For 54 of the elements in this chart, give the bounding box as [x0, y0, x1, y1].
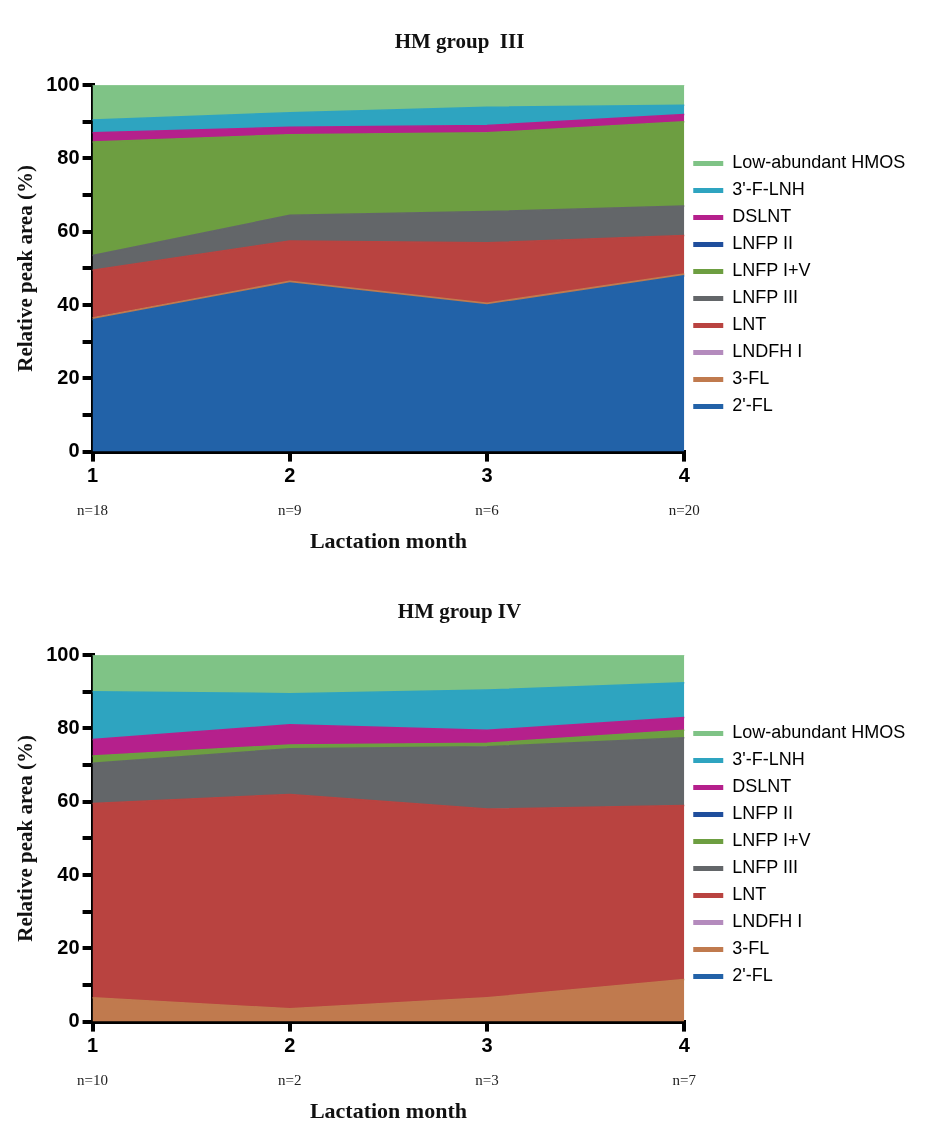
legend-label: 3-FL — [732, 938, 770, 959]
y-tick-label: 80 — [57, 146, 80, 168]
legend-label: DSLNT — [732, 776, 792, 797]
y-tick-label: 60 — [57, 789, 80, 812]
legend-label: 3'-F-LNH — [732, 179, 805, 200]
legend-label: 3'-F-LNH — [732, 749, 805, 770]
legend-label: LNT — [732, 314, 767, 335]
legend-label: LNFP II — [732, 233, 793, 254]
x-axis-title: Lactation month — [309, 528, 467, 554]
legend-label: 2'-FL — [732, 965, 773, 986]
x-tick-label: 1 — [87, 1034, 99, 1057]
legend-label: LNFP III — [732, 857, 798, 878]
x-tick-label: 3 — [481, 464, 493, 487]
y-tick-label: 40 — [57, 862, 80, 885]
y-tick-label: 20 — [57, 365, 80, 388]
y-tick-label: 80 — [57, 716, 80, 738]
legend-label: Low-abundant HMOS — [732, 722, 906, 743]
y-tick-label: 100 — [46, 72, 80, 95]
x-tick-label: 4 — [678, 1034, 691, 1057]
y-tick-label: 0 — [68, 1009, 80, 1032]
legend-label: LNFP III — [732, 287, 798, 308]
text: n=6 — [475, 502, 500, 519]
text: n=20 — [668, 502, 700, 519]
y-tick-label: 100 — [46, 642, 80, 665]
x-tick-label: 1 — [87, 464, 99, 487]
x-tick-label: 2 — [284, 464, 296, 487]
y-tick-label: 40 — [57, 292, 80, 315]
y-axis-title: Relative peak area (%) — [13, 165, 38, 372]
legend-label: LNDFH I — [732, 911, 803, 932]
y-axis-title: Relative peak area (%) — [13, 735, 38, 942]
legend-label: LNFP I+V — [732, 260, 811, 281]
legend-label: DSLNT — [732, 206, 792, 227]
legend-label: Low-abundant HMOS — [732, 152, 906, 173]
text: n=9 — [278, 502, 302, 519]
text: n=10 — [77, 1072, 109, 1089]
legend-label: 2'-FL — [732, 395, 773, 416]
text: n=18 — [77, 502, 109, 519]
legend-label: LNDFH I — [732, 341, 803, 362]
chart-title: HM group IV — [397, 599, 522, 624]
x-tick-label: 3 — [481, 1034, 493, 1057]
y-tick-label: 60 — [57, 219, 80, 242]
legend-label: LNT — [732, 884, 767, 905]
text: n=3 — [475, 1072, 499, 1089]
legend-label: LNFP II — [732, 803, 793, 824]
text: n=2 — [278, 1072, 302, 1089]
x-tick-label: 4 — [678, 464, 691, 487]
legend-label: LNFP I+V — [732, 830, 811, 851]
y-tick-label: 0 — [68, 439, 80, 462]
y-tick-label: 20 — [57, 935, 80, 958]
text: n=7 — [672, 1072, 697, 1089]
x-axis-title: Lactation month — [309, 1098, 467, 1124]
chart-title: HM group III — [394, 29, 525, 54]
x-tick-label: 2 — [284, 1034, 296, 1057]
legend-label: 3-FL — [732, 368, 770, 389]
